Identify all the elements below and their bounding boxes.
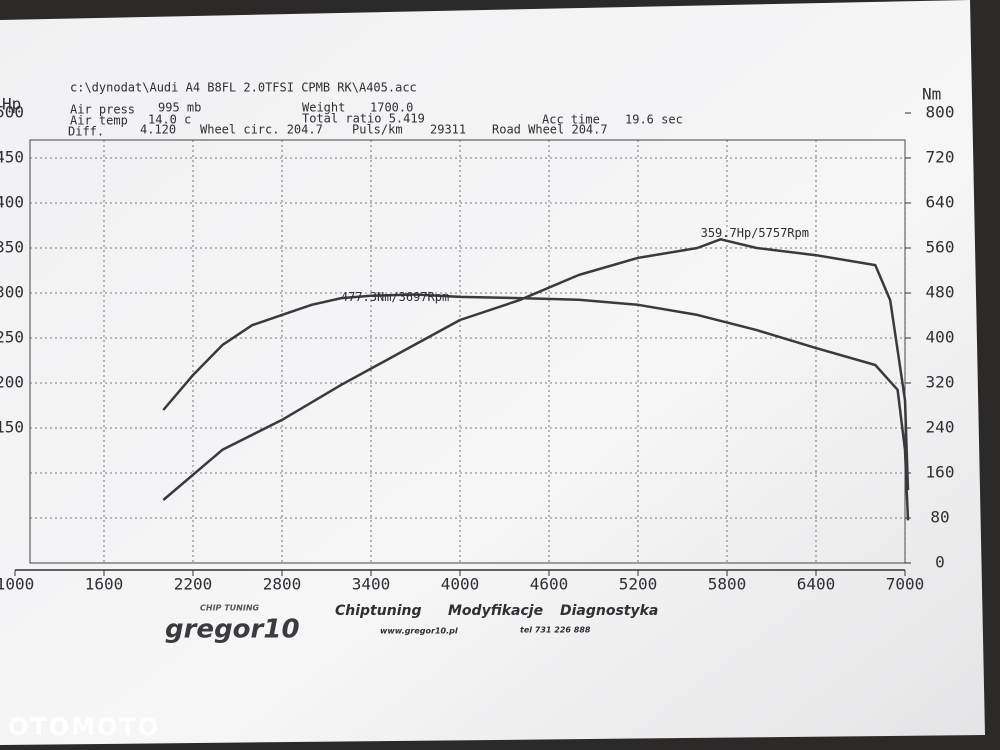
y2-tick-label: 720 [926,148,955,167]
header-value: 19.6 sec [625,113,683,127]
header-value: 14.0 c [148,113,191,127]
y2-axis-label: Nm [922,85,941,104]
header-field: Air temp [70,114,128,128]
header-field: Wheel circ. 204.7 [200,123,323,137]
service: Modyfikacje [448,603,543,619]
x-tick-label: 3400 [352,575,391,594]
header: c:\dynodat\Audi A4 B8FL 2.0TFSI CPMB RK\… [68,81,683,139]
curve [162,293,910,521]
footer: gregor10 CHIP TUNING Chiptuning Modyfika… [8,603,658,741]
y-tick-label: 450 [0,148,24,167]
service: Chiptuning [335,603,421,619]
x-tick-label: 5800 [708,575,747,594]
x-tick-label: 2200 [174,575,213,594]
header-value: 29311 [430,123,466,137]
y-tick-label: 350 [0,238,24,257]
header-field: Acc time [542,113,600,127]
file-path: c:\dynodat\Audi A4 B8FL 2.0TFSI CPMB RK\… [70,81,417,95]
annotation: 477.3Nm/3697Rpm [341,290,449,304]
y-tick-label: 500 [0,103,24,122]
curve [162,238,910,501]
y2-tick-label: 80 [930,508,949,527]
x-tick-label: 6400 [797,575,836,594]
paper [0,0,985,745]
header-field: Air press [70,103,135,117]
phone: tel 731 226 888 [520,626,591,635]
x-tick-label: 4600 [530,575,569,594]
website: www.gregor10.pl [380,627,458,636]
y-tick-label: 250 [0,328,24,347]
y2-tick-label: 240 [926,418,955,437]
y2-tick-label: 160 [926,463,955,482]
header-field: Total ratio 5.419 [302,112,425,126]
logo: gregor10 [165,615,300,645]
y-tick-label: 200 [0,373,24,392]
annotation: 359.7Hp/5757Rpm [701,226,809,240]
x-tick-label: 4000 [441,575,480,594]
y2-tick-label: 320 [926,373,955,392]
x-tick-label: 1000 [0,575,34,594]
header-field: Road Wheel 204.7 [492,123,608,137]
watermark: OTOMOTO [8,713,160,741]
y2-tick-label: 640 [926,193,955,212]
x-tick-label: 2800 [263,575,302,594]
header-value: 1700.0 [370,101,413,115]
y-axis-label: Hp [2,95,21,114]
y-tick-label: 400 [0,193,24,212]
header-value: 4.120 [140,123,176,137]
y2-tick-label: 800 [926,103,955,122]
y-tick-label: 300 [0,283,24,302]
y2-tick-label: 560 [926,238,955,257]
y-tick-label: 150 [0,418,24,437]
header-field: Puls/km [352,123,403,137]
y2-tick-label: 480 [926,283,955,302]
header-value: 995 mb [158,101,201,115]
x-tick-label: 1600 [85,575,124,594]
y2-tick-label: 400 [926,328,955,347]
y2-tick-label: 0 [935,553,945,572]
logo-sub: CHIP TUNING [200,604,260,613]
x-tick-label: 5200 [619,575,658,594]
x-tick-label: 7000 [886,575,925,594]
header-field: Weight [302,101,345,115]
service: Diagnostyka [560,603,658,619]
header-field: Diff. [68,125,104,139]
